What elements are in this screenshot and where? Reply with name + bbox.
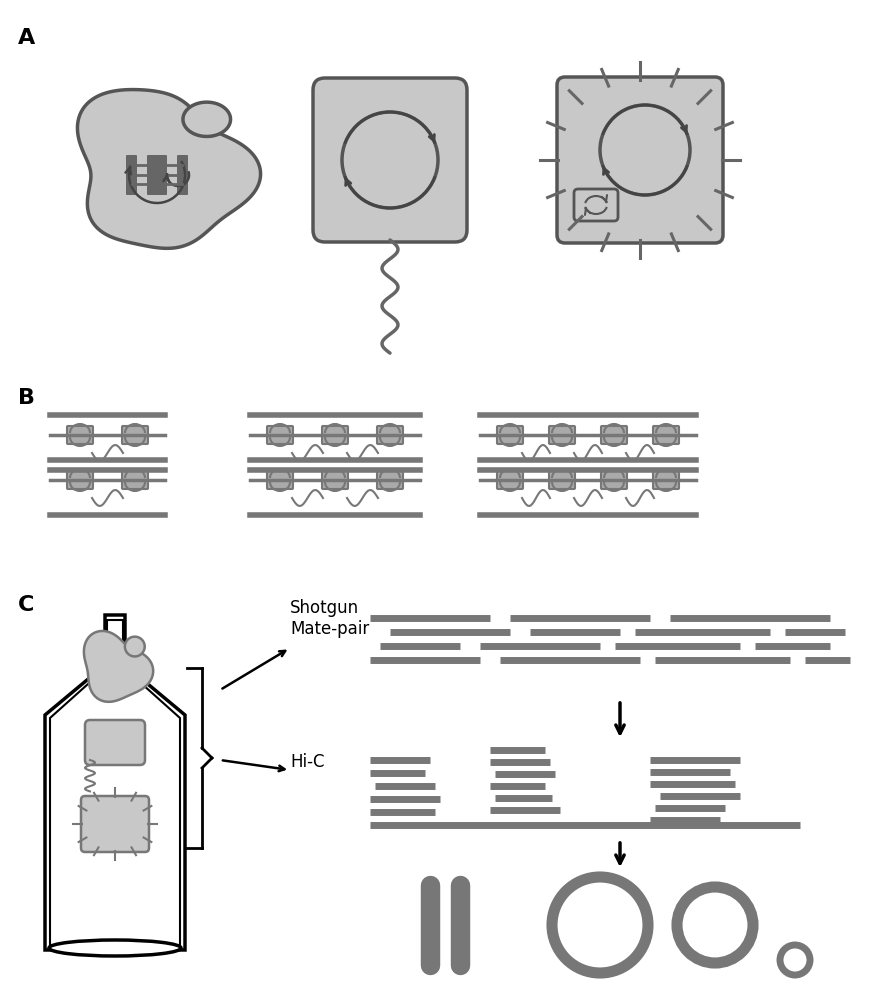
FancyBboxPatch shape — [322, 471, 348, 489]
FancyBboxPatch shape — [81, 796, 149, 852]
Text: Hi-C: Hi-C — [290, 753, 324, 771]
FancyBboxPatch shape — [156, 155, 167, 195]
FancyBboxPatch shape — [67, 426, 93, 444]
Text: A: A — [18, 28, 36, 48]
FancyBboxPatch shape — [653, 426, 679, 444]
Text: B: B — [18, 388, 35, 408]
FancyBboxPatch shape — [267, 471, 293, 489]
FancyBboxPatch shape — [126, 155, 137, 195]
Ellipse shape — [49, 940, 181, 956]
Polygon shape — [125, 637, 145, 656]
FancyBboxPatch shape — [322, 426, 348, 444]
FancyBboxPatch shape — [122, 426, 148, 444]
Polygon shape — [183, 102, 230, 136]
FancyBboxPatch shape — [549, 426, 575, 444]
FancyBboxPatch shape — [147, 155, 158, 195]
FancyBboxPatch shape — [177, 155, 188, 195]
FancyBboxPatch shape — [122, 471, 148, 489]
FancyBboxPatch shape — [601, 426, 627, 444]
FancyBboxPatch shape — [497, 426, 523, 444]
Text: C: C — [18, 595, 35, 615]
FancyBboxPatch shape — [377, 471, 403, 489]
FancyBboxPatch shape — [653, 471, 679, 489]
FancyBboxPatch shape — [549, 471, 575, 489]
FancyBboxPatch shape — [557, 77, 723, 243]
Polygon shape — [50, 620, 180, 948]
FancyBboxPatch shape — [67, 471, 93, 489]
FancyBboxPatch shape — [377, 426, 403, 444]
FancyBboxPatch shape — [601, 471, 627, 489]
FancyBboxPatch shape — [267, 426, 293, 444]
FancyBboxPatch shape — [85, 720, 145, 765]
Text: Shotgun
Mate-pair: Shotgun Mate-pair — [290, 599, 369, 638]
Polygon shape — [84, 631, 153, 702]
Polygon shape — [45, 615, 185, 950]
FancyBboxPatch shape — [313, 78, 467, 242]
FancyBboxPatch shape — [497, 471, 523, 489]
Polygon shape — [77, 90, 261, 248]
